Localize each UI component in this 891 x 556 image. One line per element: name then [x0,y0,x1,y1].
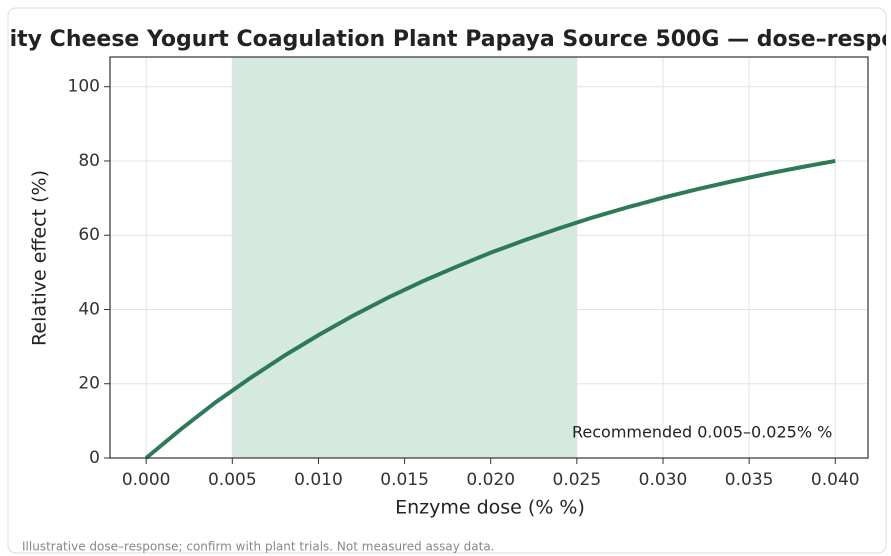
x-tick-label: 0.030 [639,470,688,490]
x-tick-label: 0.020 [466,470,515,490]
plot-frame [109,56,869,459]
chart-title: ity Cheese Yogurt Coagulation Plant Papa… [10,27,891,52]
data-line [144,158,836,460]
x-tick-label: 0.025 [553,470,602,490]
y-tick-label: 100 [68,77,100,97]
title-group: ity Cheese Yogurt Coagulation Plant Papa… [10,27,891,52]
x-tick-label: 0.000 [122,470,171,490]
x-tick-label: 0.005 [208,470,257,490]
y-tick-label: 80 [78,151,100,171]
footnote: Illustrative dose–response; confirm with… [22,540,495,554]
y-tick-label: 40 [78,299,100,319]
x-tick-label: 0.040 [811,470,860,490]
x-tick-label: 0.010 [294,470,343,490]
y-axis-label: Relative effect (%) [29,170,51,346]
legend-label: Recommended 0.005–0.025% % [572,423,832,442]
x-tick-label: 0.015 [380,470,429,490]
legend-patch [524,426,558,439]
x-axis-label: Enzyme dose (% %) [395,497,585,519]
y-tick-label: 0 [89,448,100,468]
x-tick-label: 0.035 [725,470,774,490]
y-tick-label: 20 [78,374,100,394]
y-tick-label: 60 [78,225,100,245]
